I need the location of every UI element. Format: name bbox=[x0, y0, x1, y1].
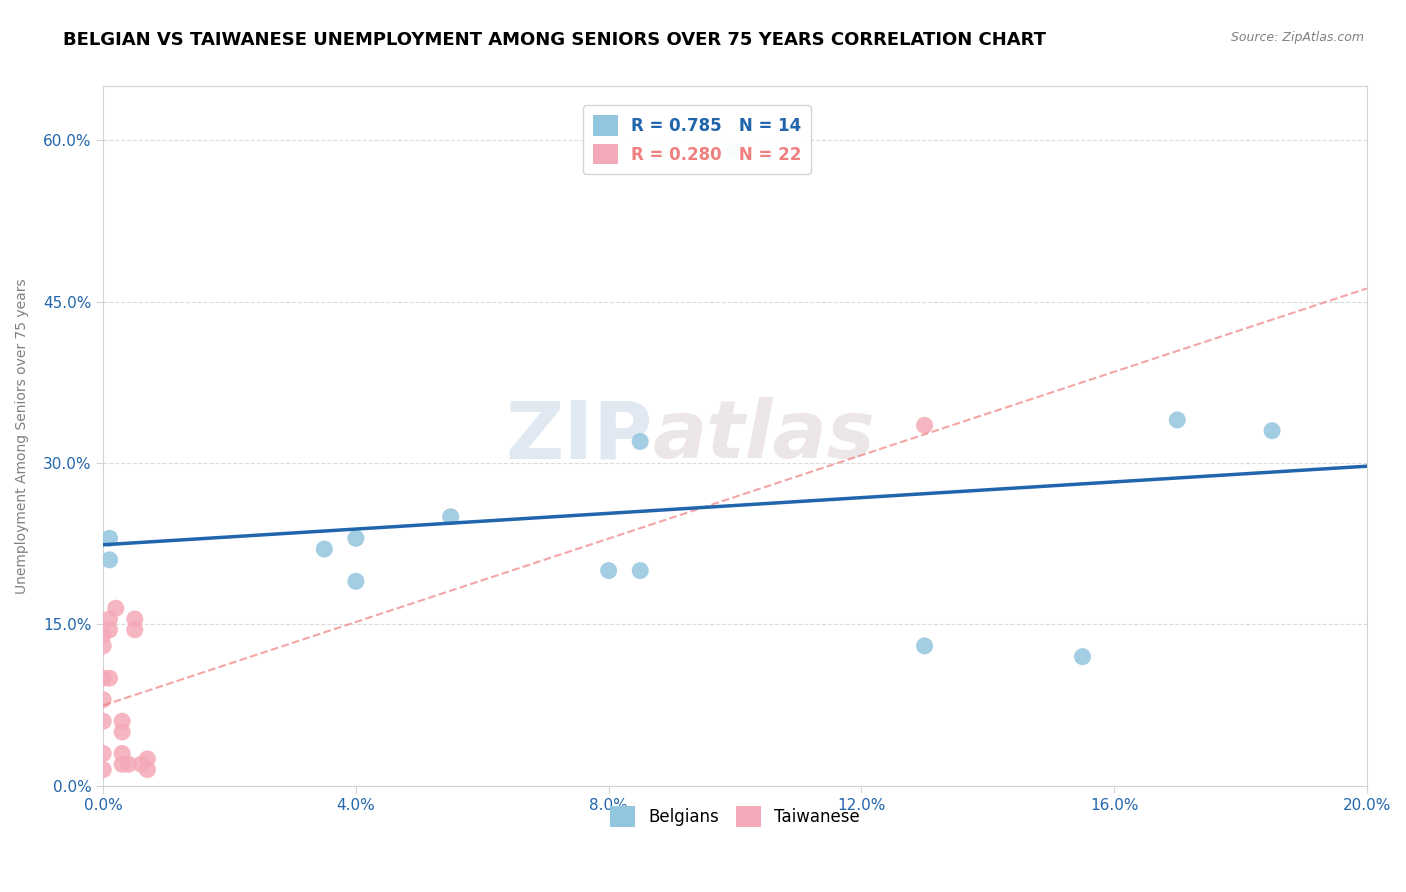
Text: ZIP: ZIP bbox=[506, 397, 652, 475]
Point bbox=[344, 574, 367, 589]
Point bbox=[628, 564, 651, 578]
Point bbox=[111, 757, 134, 772]
Point bbox=[914, 418, 936, 433]
Point bbox=[124, 612, 146, 626]
Point bbox=[91, 692, 114, 706]
Point bbox=[98, 531, 121, 545]
Point bbox=[440, 509, 463, 524]
Point bbox=[117, 757, 139, 772]
Point bbox=[91, 714, 114, 729]
Point bbox=[111, 747, 134, 761]
Point bbox=[91, 671, 114, 685]
Point bbox=[124, 623, 146, 637]
Point bbox=[91, 639, 114, 653]
Y-axis label: Unemployment Among Seniors over 75 years: Unemployment Among Seniors over 75 years bbox=[15, 278, 30, 594]
Point bbox=[98, 612, 121, 626]
Point bbox=[98, 671, 121, 685]
Point bbox=[91, 747, 114, 761]
Point bbox=[598, 564, 620, 578]
Point bbox=[314, 542, 336, 557]
Point bbox=[628, 434, 651, 449]
Point bbox=[136, 752, 159, 766]
Text: BELGIAN VS TAIWANESE UNEMPLOYMENT AMONG SENIORS OVER 75 YEARS CORRELATION CHART: BELGIAN VS TAIWANESE UNEMPLOYMENT AMONG … bbox=[63, 31, 1046, 49]
Point bbox=[98, 623, 121, 637]
Point bbox=[724, 144, 747, 158]
Point bbox=[1166, 413, 1188, 427]
Point bbox=[136, 763, 159, 777]
Text: atlas: atlas bbox=[652, 397, 876, 475]
Point bbox=[91, 628, 114, 642]
Point bbox=[344, 531, 367, 545]
Point bbox=[98, 553, 121, 567]
Point bbox=[104, 601, 127, 615]
Text: Source: ZipAtlas.com: Source: ZipAtlas.com bbox=[1230, 31, 1364, 45]
Point bbox=[1071, 649, 1094, 664]
Point bbox=[91, 763, 114, 777]
Legend: Belgians, Taiwanese: Belgians, Taiwanese bbox=[603, 800, 866, 833]
Point bbox=[1261, 424, 1284, 438]
Point bbox=[914, 639, 936, 653]
Point bbox=[129, 757, 152, 772]
Point bbox=[111, 714, 134, 729]
Point bbox=[111, 725, 134, 739]
